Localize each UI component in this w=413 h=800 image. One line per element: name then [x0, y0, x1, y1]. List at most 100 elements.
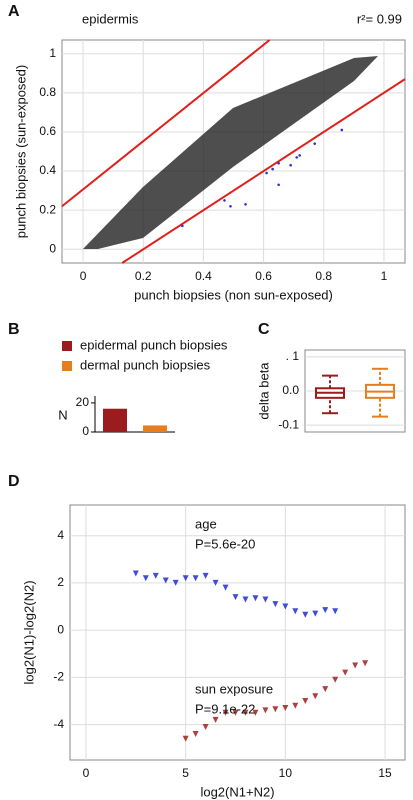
panel-letter: D	[8, 473, 20, 490]
point	[352, 662, 359, 669]
point	[252, 595, 259, 602]
panel-letter: A	[8, 3, 20, 20]
point	[212, 716, 219, 723]
point	[182, 575, 189, 582]
y-axis-label: punch biopsies (sun-exposed)	[13, 65, 28, 238]
point	[262, 707, 269, 714]
point	[181, 224, 184, 228]
fit-bound-line	[61, 39, 271, 208]
x-tick-label: 0.4	[195, 269, 212, 283]
p-value: P=9.1e-22	[195, 701, 255, 716]
x-tick-label: 10	[279, 766, 293, 780]
annotation: r²= 0.99	[357, 11, 402, 26]
y-tick-label: 0.4	[39, 163, 56, 177]
y-tick-label: -2	[53, 670, 64, 684]
point	[222, 709, 229, 716]
p-value: P=5.6e-20	[195, 536, 255, 551]
y-tick-label: . 1	[286, 349, 300, 363]
y-tick-label: 0	[82, 424, 89, 438]
y-axis-label: delta beta	[256, 362, 271, 420]
point	[142, 575, 149, 582]
point	[272, 706, 279, 713]
point	[298, 154, 301, 157]
y-tick-label: 4	[57, 528, 64, 542]
y-tick-label: 1	[49, 46, 56, 60]
bar	[143, 425, 167, 432]
point	[212, 579, 219, 586]
point	[232, 594, 239, 601]
point	[242, 596, 249, 603]
y-tick-label: 0.2	[39, 202, 56, 216]
x-tick-label: 0	[80, 269, 87, 283]
series-label: age	[195, 516, 217, 531]
point	[265, 171, 268, 175]
point	[322, 607, 329, 614]
point	[282, 603, 289, 610]
point	[192, 731, 199, 738]
legend-label: dermal punch biopsies	[80, 357, 211, 372]
point	[292, 702, 299, 709]
point	[289, 163, 292, 167]
point	[244, 203, 247, 206]
point	[362, 660, 369, 667]
x-axis-label: log2(N1+N2)	[200, 784, 274, 799]
x-tick-label: 1	[381, 269, 388, 283]
point	[132, 570, 139, 577]
point	[262, 596, 269, 603]
point	[223, 199, 226, 202]
bar	[103, 408, 127, 432]
point	[312, 693, 319, 700]
legend-label: epidermal punch biopsies	[80, 337, 228, 352]
panel-letter: B	[8, 321, 20, 338]
point-cloud	[83, 56, 378, 249]
panel-letter: C	[258, 321, 270, 338]
point	[313, 142, 317, 145]
x-tick-label: 0	[83, 766, 90, 780]
point	[302, 697, 309, 704]
point	[272, 601, 279, 608]
point	[172, 579, 179, 586]
y-tick-label: 0	[57, 622, 64, 636]
point	[152, 572, 159, 579]
legend-swatch	[62, 361, 72, 371]
x-tick-label: 0.8	[315, 269, 332, 283]
point	[332, 676, 339, 683]
plot-frame	[61, 39, 406, 264]
y-tick-label: 0	[49, 241, 56, 255]
x-tick-label: 0.2	[135, 269, 152, 283]
point	[252, 709, 259, 716]
point	[302, 611, 309, 618]
x-axis-label: punch biopsies (non sun-exposed)	[134, 287, 333, 302]
point	[322, 686, 329, 693]
point	[292, 608, 299, 615]
point	[277, 183, 280, 187]
y-axis-label: log2(N1)-log2(N2)	[21, 580, 36, 684]
y-tick-label: 0.6	[39, 124, 56, 138]
point	[162, 577, 169, 584]
point	[295, 156, 298, 159]
point	[202, 572, 209, 579]
point	[312, 610, 319, 617]
point	[271, 167, 274, 171]
point	[222, 584, 229, 591]
point	[202, 723, 209, 730]
point	[242, 709, 249, 716]
point	[332, 608, 339, 615]
x-tick-label: 0.6	[255, 269, 272, 283]
series-label: sun exposure	[195, 681, 273, 696]
y-tick-label: -4	[53, 717, 64, 731]
chart-title: epidermis	[82, 11, 139, 26]
legend-swatch	[62, 341, 72, 351]
fit-bound-line	[121, 78, 406, 264]
plot-frame	[69, 504, 406, 761]
y-tick-label: 0.0	[282, 383, 299, 397]
point	[229, 204, 232, 208]
point	[277, 161, 280, 165]
y-tick-label: 20	[76, 395, 90, 409]
y-tick-label: 0.8	[39, 85, 56, 99]
point	[340, 128, 344, 132]
point	[192, 575, 199, 582]
x-tick-label: 15	[378, 766, 392, 780]
